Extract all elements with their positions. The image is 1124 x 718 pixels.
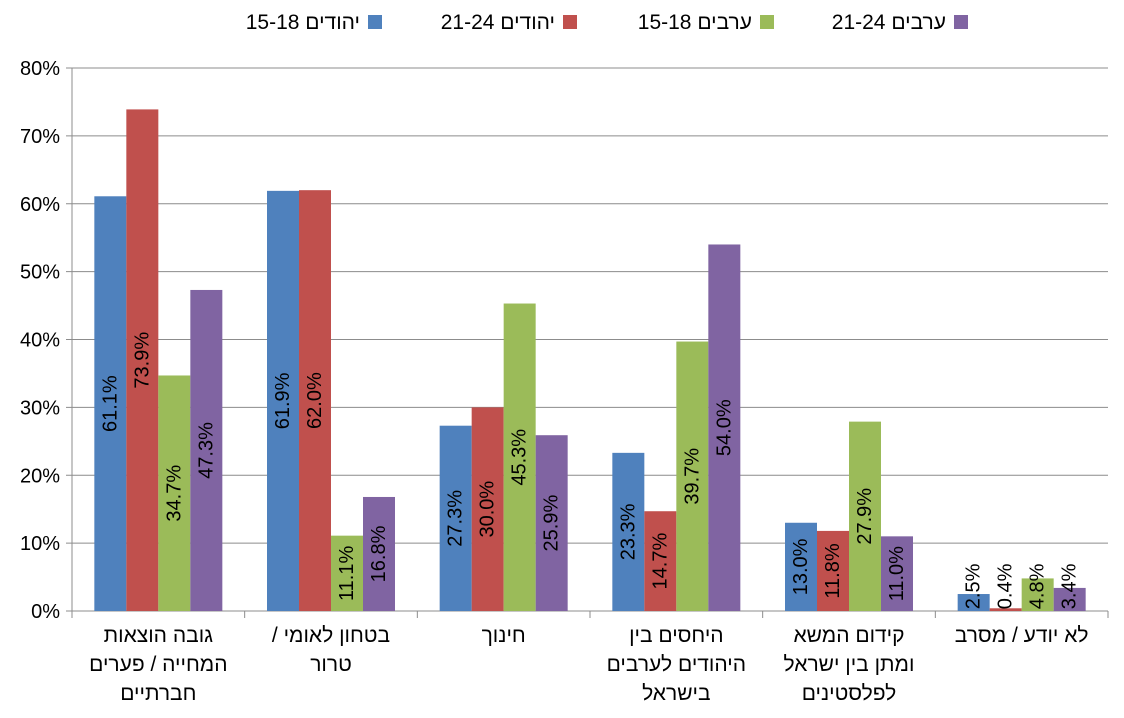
legend-label: ערבים 15-18 xyxy=(638,11,752,34)
bar xyxy=(299,190,331,612)
category-label-line: גובה הוצאות xyxy=(104,624,214,647)
category-label-line: היהודים לערבים xyxy=(607,653,746,676)
y-tick-label: 0% xyxy=(31,601,60,623)
category-label-line: חברתיים xyxy=(120,682,196,705)
y-tick-label: 20% xyxy=(20,465,60,487)
category-label-line: היחסים בין xyxy=(629,624,724,647)
bar xyxy=(158,375,191,611)
bar xyxy=(989,608,1022,611)
y-tick-label: 60% xyxy=(20,194,60,216)
y-tick-label: 50% xyxy=(20,262,60,284)
data-label: 47.3% xyxy=(195,422,217,479)
category-label-line: בטחון לאומי / xyxy=(272,624,390,647)
data-label: 23.3% xyxy=(617,503,639,560)
bar xyxy=(439,425,472,611)
legend-swatch xyxy=(563,15,577,29)
legend: יהודים 15-18 יהודים 21-24 ערבים 15-18 ערבים… xyxy=(246,11,968,34)
gridlines xyxy=(72,67,1108,544)
y-tick-label: 40% xyxy=(20,330,60,352)
data-label: 11.8% xyxy=(822,543,844,598)
data-label: 11.1% xyxy=(336,546,358,601)
data-label: 11.0% xyxy=(886,546,908,601)
data-label: 16.8% xyxy=(368,525,390,582)
data-label: 61.9% xyxy=(272,372,294,429)
category-label-line: המחייה / פערים xyxy=(89,653,227,676)
bar xyxy=(535,435,568,611)
category-labels: גובה הוצאות המחייה / פערים חברתיים בטחון לא… xyxy=(89,624,1088,705)
legend-label: יהודים 15-18 xyxy=(246,11,360,34)
legend-swatch xyxy=(954,15,968,29)
category-label-line: לפלסטינים xyxy=(802,682,897,705)
data-label: 27.3% xyxy=(445,490,467,547)
bar xyxy=(612,452,645,611)
bar xyxy=(817,530,849,611)
bar xyxy=(126,109,159,611)
data-label: 39.7% xyxy=(681,448,703,505)
category-label-line: ומתן בין ישראל xyxy=(784,653,915,676)
data-label: 73.9% xyxy=(131,332,153,389)
data-label: 0.4% xyxy=(995,563,1017,609)
bars xyxy=(94,109,1086,612)
data-label: 54.0% xyxy=(713,399,735,456)
bar xyxy=(849,421,881,611)
data-label: 61.1% xyxy=(99,375,121,432)
legend-swatch xyxy=(760,15,774,29)
y-tick-label: 10% xyxy=(20,533,60,555)
data-label: 13.0% xyxy=(790,538,812,595)
category-label: חינוך xyxy=(482,624,526,647)
y-tick-label: 30% xyxy=(20,397,60,419)
category-label: לא יודע / מסרב xyxy=(955,624,1089,647)
category-label-line: לא יודע / מסרב xyxy=(955,624,1089,647)
data-label: 2.5% xyxy=(963,563,985,609)
bar xyxy=(1021,578,1054,611)
legend-label: ערבים 21-24 xyxy=(832,11,946,34)
bar xyxy=(1053,587,1086,611)
y-tick-label: 70% xyxy=(20,126,60,148)
data-labels: 61.1% 61.9% 27.3% 23.3% 13.0% 2.5% 73.9% 62.0% 3… xyxy=(99,332,1080,610)
y-tick-label: 80% xyxy=(20,58,60,80)
data-label: 45.3% xyxy=(509,429,531,486)
category-label: היחסים בין היהודים לערבים בישראל xyxy=(607,624,746,705)
data-label: 34.7% xyxy=(163,465,185,522)
data-label: 30.0% xyxy=(477,481,499,538)
bar xyxy=(331,535,363,611)
category-label: קידום המשא ומתן בין ישראל לפלסטינים xyxy=(784,624,915,705)
data-label: 62.0% xyxy=(304,372,326,429)
category-label-line: טרור xyxy=(310,653,352,676)
bar xyxy=(363,496,395,611)
axes: 0% 10% 20% 30% 40% 50% 60% 70% 80% xyxy=(20,58,1109,623)
data-label: 4.8% xyxy=(1027,563,1049,609)
bar xyxy=(267,190,299,611)
bar xyxy=(190,289,223,611)
data-label: 25.9% xyxy=(541,495,563,552)
legend-label: יהודים 21-24 xyxy=(441,11,555,34)
bar xyxy=(676,341,709,611)
category-label-line: חינוך xyxy=(482,624,526,647)
data-label: 14.7% xyxy=(649,533,671,590)
category-label-line: בישראל xyxy=(642,682,710,705)
legend-swatch xyxy=(368,15,382,29)
bar xyxy=(503,303,536,611)
category-label: בטחון לאומי / טרור xyxy=(272,624,390,676)
bar xyxy=(957,594,990,611)
bar xyxy=(471,407,504,611)
bar xyxy=(881,536,913,611)
bar xyxy=(94,196,127,611)
bar xyxy=(644,511,677,611)
bar xyxy=(708,244,741,611)
bar xyxy=(785,522,817,611)
data-label: 27.9% xyxy=(854,488,876,545)
category-label: גובה הוצאות המחייה / פערים חברתיים xyxy=(89,624,227,705)
category-label-line: קידום המשא xyxy=(793,624,904,647)
data-label: 3.4% xyxy=(1059,563,1081,609)
